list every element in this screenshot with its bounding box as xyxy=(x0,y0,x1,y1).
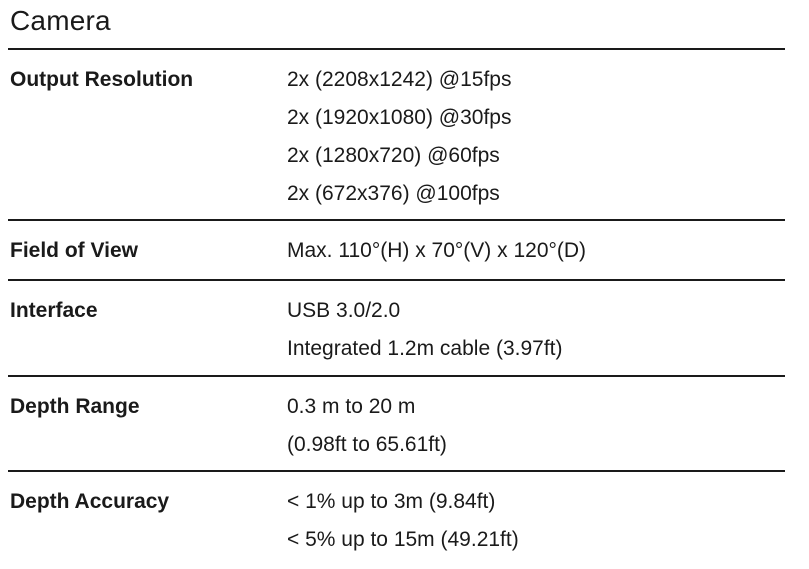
spec-values: 2x (2208x1242) @15fps 2x (1920x1080) @30… xyxy=(287,61,785,219)
spec-value: 2x (1280x720) @60fps xyxy=(287,144,500,167)
spec-value: USB 3.0/2.0 xyxy=(287,299,401,322)
spec-row-field-of-view: Field of View Max. 110°(H) x 70°(V) x 12… xyxy=(8,219,785,279)
spec-values: 0.3 m to 20 m (0.98ft to 65.61ft) xyxy=(287,388,785,470)
spec-value: 2x (2208x1242) @15fps xyxy=(287,68,512,91)
spec-label: Output Resolution xyxy=(10,68,194,91)
spec-value: (0.98ft to 65.61ft) xyxy=(287,433,447,456)
spec-value: 0.3 m to 20 m xyxy=(287,395,416,418)
spec-row-interface: Interface USB 3.0/2.0 Integrated 1.2m ca… xyxy=(8,279,785,375)
spec-label: Interface xyxy=(10,299,98,322)
spec-label: Field of View xyxy=(10,239,138,262)
spec-value: < 5% up to 15m (49.21ft) xyxy=(287,528,519,551)
spec-row-depth-range: Depth Range 0.3 m to 20 m (0.98ft to 65.… xyxy=(8,375,785,470)
spec-value: Integrated 1.2m cable (3.97ft) xyxy=(287,337,563,360)
section-title: Camera xyxy=(10,5,111,36)
spec-row-depth-accuracy: Depth Accuracy < 1% up to 3m (9.84ft) < … xyxy=(8,470,785,565)
spec-values: USB 3.0/2.0 Integrated 1.2m cable (3.97f… xyxy=(287,292,785,375)
spec-value: Max. 110°(H) x 70°(V) x 120°(D) xyxy=(287,239,587,262)
spec-row-output-resolution: Output Resolution 2x (2208x1242) @15fps … xyxy=(8,48,785,219)
spec-label: Depth Accuracy xyxy=(10,490,170,513)
spec-table: Output Resolution 2x (2208x1242) @15fps … xyxy=(8,48,785,565)
spec-values: < 1% up to 3m (9.84ft) < 5% up to 15m (4… xyxy=(287,483,785,565)
spec-value: 2x (1920x1080) @30fps xyxy=(287,106,512,129)
spec-values: Max. 110°(H) x 70°(V) x 120°(D) xyxy=(287,232,785,279)
spec-value: < 1% up to 3m (9.84ft) xyxy=(287,490,496,513)
spec-label: Depth Range xyxy=(10,395,140,418)
spec-value: 2x (672x376) @100fps xyxy=(287,182,500,205)
